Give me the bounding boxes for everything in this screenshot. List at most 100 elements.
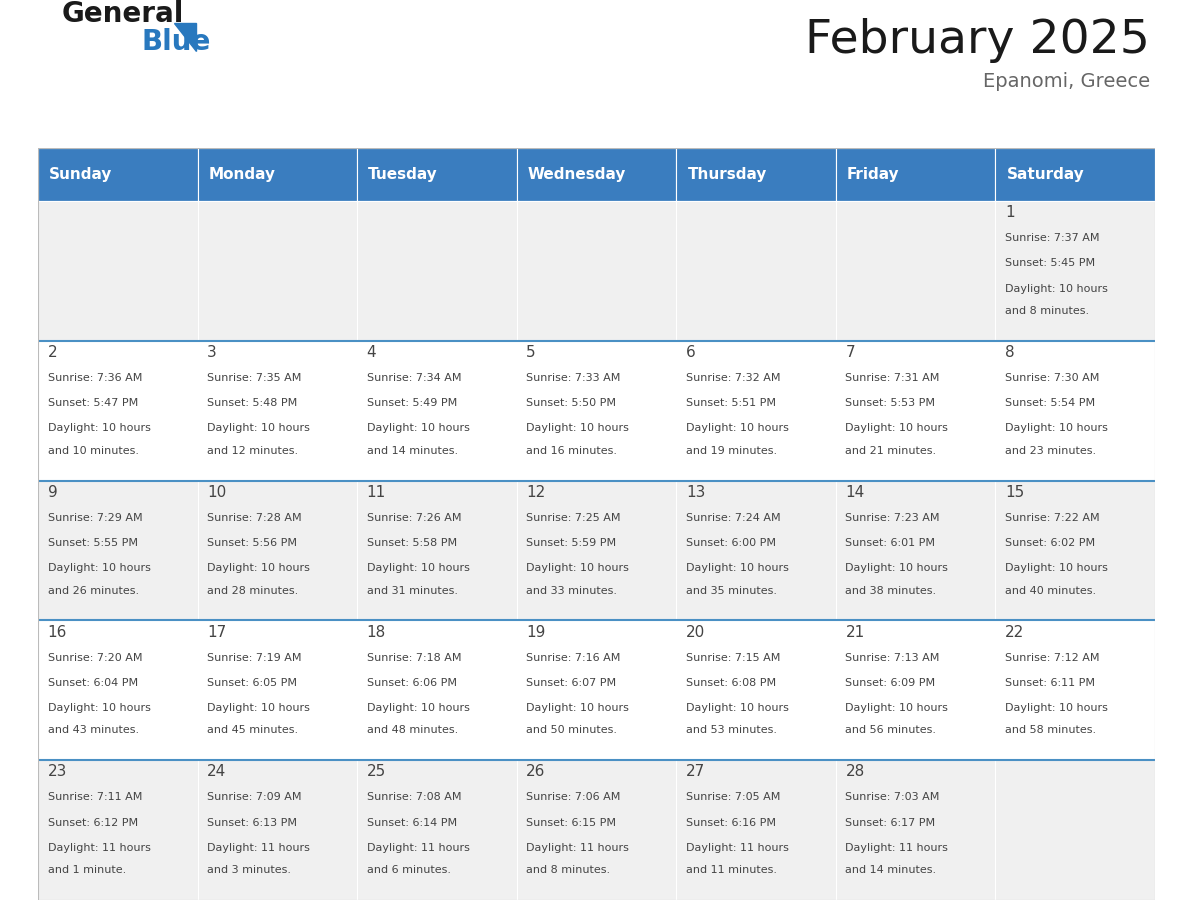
Bar xyxy=(836,760,996,900)
Text: Sunset: 6:06 PM: Sunset: 6:06 PM xyxy=(367,677,456,688)
Bar xyxy=(197,148,358,201)
Bar xyxy=(197,341,358,481)
Text: and 1 minute.: and 1 minute. xyxy=(48,865,126,875)
Bar xyxy=(836,341,996,481)
Text: Sunset: 6:11 PM: Sunset: 6:11 PM xyxy=(1005,677,1095,688)
Text: Daylight: 11 hours: Daylight: 11 hours xyxy=(48,843,151,853)
Text: Sunrise: 7:15 AM: Sunrise: 7:15 AM xyxy=(685,653,781,663)
Text: Sunset: 5:45 PM: Sunset: 5:45 PM xyxy=(1005,259,1095,268)
Text: and 56 minutes.: and 56 minutes. xyxy=(846,725,936,735)
Text: Daylight: 10 hours: Daylight: 10 hours xyxy=(685,423,789,433)
Text: Daylight: 10 hours: Daylight: 10 hours xyxy=(207,423,310,433)
Text: Daylight: 11 hours: Daylight: 11 hours xyxy=(367,843,469,853)
Text: Daylight: 10 hours: Daylight: 10 hours xyxy=(207,563,310,573)
Text: 16: 16 xyxy=(48,624,67,640)
Text: and 48 minutes.: and 48 minutes. xyxy=(367,725,457,735)
Text: Daylight: 11 hours: Daylight: 11 hours xyxy=(685,843,789,853)
Text: Daylight: 10 hours: Daylight: 10 hours xyxy=(526,423,630,433)
Text: and 58 minutes.: and 58 minutes. xyxy=(1005,725,1097,735)
Text: Sunrise: 7:25 AM: Sunrise: 7:25 AM xyxy=(526,513,621,523)
Text: Sunrise: 7:35 AM: Sunrise: 7:35 AM xyxy=(207,373,302,383)
Text: 27: 27 xyxy=(685,765,706,779)
Text: Daylight: 10 hours: Daylight: 10 hours xyxy=(1005,284,1108,294)
Text: Sunrise: 7:36 AM: Sunrise: 7:36 AM xyxy=(48,373,141,383)
Text: Sunrise: 7:11 AM: Sunrise: 7:11 AM xyxy=(48,792,141,802)
Text: and 19 minutes.: and 19 minutes. xyxy=(685,446,777,455)
Text: Sunset: 6:16 PM: Sunset: 6:16 PM xyxy=(685,818,776,827)
Bar xyxy=(38,481,197,621)
Text: Saturday: Saturday xyxy=(1006,167,1085,182)
Text: 23: 23 xyxy=(48,765,67,779)
Text: and 14 minutes.: and 14 minutes. xyxy=(367,446,457,455)
Text: Sunrise: 7:24 AM: Sunrise: 7:24 AM xyxy=(685,513,781,523)
Text: Sunset: 6:07 PM: Sunset: 6:07 PM xyxy=(526,677,617,688)
Text: Daylight: 10 hours: Daylight: 10 hours xyxy=(367,703,469,713)
Text: and 14 minutes.: and 14 minutes. xyxy=(846,865,936,875)
Text: and 6 minutes.: and 6 minutes. xyxy=(367,865,450,875)
Text: Sunset: 6:13 PM: Sunset: 6:13 PM xyxy=(207,818,297,827)
Text: Sunrise: 7:18 AM: Sunrise: 7:18 AM xyxy=(367,653,461,663)
Text: Sunrise: 7:28 AM: Sunrise: 7:28 AM xyxy=(207,513,302,523)
Text: Sunset: 5:58 PM: Sunset: 5:58 PM xyxy=(367,538,457,548)
Text: General: General xyxy=(62,0,184,28)
Text: and 3 minutes.: and 3 minutes. xyxy=(207,865,291,875)
Text: Wednesday: Wednesday xyxy=(527,167,626,182)
Text: Sunday: Sunday xyxy=(49,167,113,182)
Bar xyxy=(358,341,517,481)
Text: Sunset: 5:54 PM: Sunset: 5:54 PM xyxy=(1005,398,1095,409)
Bar xyxy=(517,760,676,900)
Text: and 12 minutes.: and 12 minutes. xyxy=(207,446,298,455)
Text: 6: 6 xyxy=(685,345,696,360)
Text: Sunset: 5:55 PM: Sunset: 5:55 PM xyxy=(48,538,138,548)
Text: 25: 25 xyxy=(367,765,386,779)
Text: Daylight: 10 hours: Daylight: 10 hours xyxy=(1005,423,1108,433)
Bar xyxy=(197,621,358,760)
Text: Sunset: 6:12 PM: Sunset: 6:12 PM xyxy=(48,818,138,827)
Text: Sunrise: 7:29 AM: Sunrise: 7:29 AM xyxy=(48,513,143,523)
Text: Epanomi, Greece: Epanomi, Greece xyxy=(982,72,1150,91)
Text: 17: 17 xyxy=(207,624,227,640)
Text: Sunset: 6:01 PM: Sunset: 6:01 PM xyxy=(846,538,935,548)
Text: Daylight: 10 hours: Daylight: 10 hours xyxy=(367,423,469,433)
Bar xyxy=(358,148,517,201)
Polygon shape xyxy=(173,23,196,51)
Text: and 31 minutes.: and 31 minutes. xyxy=(367,586,457,596)
Text: 9: 9 xyxy=(48,485,57,500)
Text: Sunrise: 7:19 AM: Sunrise: 7:19 AM xyxy=(207,653,302,663)
Text: Monday: Monday xyxy=(209,167,276,182)
Text: 7: 7 xyxy=(846,345,855,360)
Bar xyxy=(517,341,676,481)
Bar xyxy=(836,621,996,760)
Text: Daylight: 10 hours: Daylight: 10 hours xyxy=(48,423,151,433)
Text: Daylight: 10 hours: Daylight: 10 hours xyxy=(1005,703,1108,713)
Text: Sunset: 6:08 PM: Sunset: 6:08 PM xyxy=(685,677,776,688)
Text: Daylight: 10 hours: Daylight: 10 hours xyxy=(526,703,630,713)
Text: Daylight: 10 hours: Daylight: 10 hours xyxy=(846,703,948,713)
Text: and 23 minutes.: and 23 minutes. xyxy=(1005,446,1097,455)
Text: Sunset: 6:05 PM: Sunset: 6:05 PM xyxy=(207,677,297,688)
Text: Sunset: 6:09 PM: Sunset: 6:09 PM xyxy=(846,677,936,688)
Text: Sunrise: 7:31 AM: Sunrise: 7:31 AM xyxy=(846,373,940,383)
Bar xyxy=(38,760,197,900)
Bar xyxy=(358,760,517,900)
Bar xyxy=(38,148,197,201)
Text: Daylight: 10 hours: Daylight: 10 hours xyxy=(207,703,310,713)
Text: Sunrise: 7:05 AM: Sunrise: 7:05 AM xyxy=(685,792,781,802)
Text: Sunrise: 7:37 AM: Sunrise: 7:37 AM xyxy=(1005,233,1100,243)
Text: Blue: Blue xyxy=(143,28,211,56)
Text: and 26 minutes.: and 26 minutes. xyxy=(48,586,139,596)
Text: and 53 minutes.: and 53 minutes. xyxy=(685,725,777,735)
Text: Thursday: Thursday xyxy=(688,167,766,182)
Bar xyxy=(676,621,836,760)
Text: 13: 13 xyxy=(685,485,706,500)
Bar xyxy=(676,481,836,621)
Text: Sunrise: 7:09 AM: Sunrise: 7:09 AM xyxy=(207,792,302,802)
Text: 19: 19 xyxy=(526,624,545,640)
Bar xyxy=(197,481,358,621)
Text: Sunrise: 7:30 AM: Sunrise: 7:30 AM xyxy=(1005,373,1099,383)
Text: and 40 minutes.: and 40 minutes. xyxy=(1005,586,1097,596)
Bar xyxy=(517,201,676,341)
Text: 18: 18 xyxy=(367,624,386,640)
Text: Sunset: 6:17 PM: Sunset: 6:17 PM xyxy=(846,818,936,827)
Text: Daylight: 10 hours: Daylight: 10 hours xyxy=(846,563,948,573)
